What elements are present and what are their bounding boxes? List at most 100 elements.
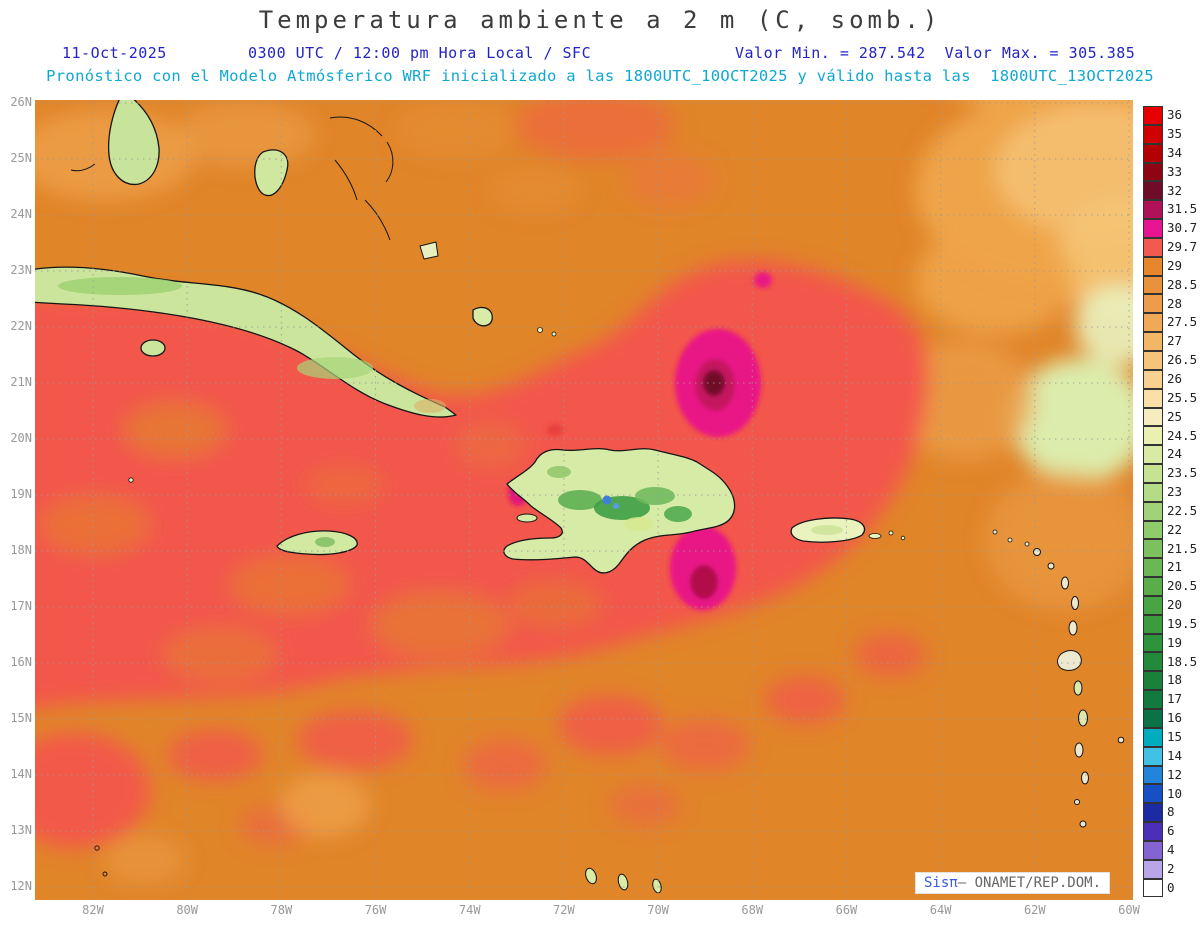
colorbar-row: 19 [1143,633,1197,653]
colorbar-value: 31.5 [1167,201,1198,217]
lat-tick-label: 17N [10,599,32,613]
colorbar-row: 21 [1143,558,1197,578]
island-coastlines [35,100,1125,894]
colorbar-swatch [1143,275,1163,295]
colorbar-swatch [1143,237,1163,257]
lat-tick-label: 12N [10,879,32,893]
colorbar-swatch [1143,294,1163,314]
colorbar-swatch [1143,332,1163,351]
colorbar-row: 24 [1143,445,1197,465]
colorbar-value: 22 [1167,521,1183,537]
colorbar-swatch [1143,690,1163,709]
colorbar-row: 2 [1143,859,1197,879]
colorbar-value: 26 [1167,370,1183,386]
colorbar-value: 24 [1167,446,1183,462]
colorbar-row: 22 [1143,520,1197,540]
colorbar-row: 33 [1143,162,1197,182]
colorbar-value: 20 [1167,597,1183,613]
lat-tick-label: 20N [10,431,32,445]
page-title: Temperatura ambiente a 2 m (C, somb.) [258,6,942,34]
lat-tick-label: 14N [10,767,32,781]
colorbar-swatch [1143,445,1163,465]
colorbar-value: 19 [1167,634,1183,650]
colorbar-row: 28.5 [1143,275,1198,295]
colorbar-swatch [1143,407,1163,427]
colorbar-row: 18 [1143,671,1197,691]
colorbar-swatch [1143,124,1163,144]
colorbar-swatch [1143,181,1163,201]
colorbar-value: 19.5 [1167,615,1198,631]
forecast-time: 0300 UTC / 12:00 pm Hora Local / SFC [248,44,592,62]
colorbar-value: 26.5 [1167,352,1198,368]
colorbar-value: 24.5 [1167,427,1198,443]
colorbar-swatch [1143,577,1163,596]
colorbar-swatch [1143,200,1163,220]
colorbar-row: 28 [1143,294,1197,314]
colorbar-swatch [1143,369,1163,389]
lon-tick-label: 78W [270,903,293,917]
colorbar-row: 15 [1143,727,1197,747]
colorbar-value: 35 [1167,126,1183,142]
colorbar-row: 21.5 [1143,539,1197,559]
lon-tick-label: 74W [458,903,481,917]
lat-tick-label: 15N [10,711,32,725]
colorbar-value: 23.5 [1167,465,1198,481]
map-canvas [35,100,1133,900]
colorbar-swatch [1143,784,1163,804]
colorbar-row: 36 [1143,106,1197,125]
colorbar-value: 28.5 [1167,276,1198,292]
colorbar-row: 0 [1143,878,1197,898]
colorbar-row: 19.5 [1143,614,1198,634]
colorbar-row: 12 [1143,765,1197,785]
lat-tick-label: 21N [10,375,32,389]
colorbar-row: 27.5 [1143,313,1197,333]
colorbar-value: 4 [1167,842,1175,858]
colorbar-value: 15 [1167,729,1183,745]
lon-tick-label: 76W [364,903,387,917]
colorbar-value: 16 [1167,710,1183,726]
colorbar-swatch [1143,803,1163,823]
colorbar-swatch [1143,520,1163,540]
colorbar-row: 34 [1143,143,1197,163]
colorbar-value: 32 [1167,182,1183,198]
colorbar-value: 8 [1167,804,1175,820]
colorbar-swatch [1143,878,1163,898]
watermark-brand: Sisπ [924,875,958,891]
colorbar-row: 18.5 [1143,652,1197,672]
lon-tick-label: 68W [741,903,764,917]
model-info-line: Pronóstico con el Modelo Atmósferico WRF… [46,67,1154,85]
colorbar-row: 30.7 [1143,219,1197,238]
colorbar-swatch [1143,595,1163,615]
colorbar-value: 21 [1167,559,1183,575]
colorbar-swatch [1143,162,1163,182]
colorbar-row: 29.7 [1143,237,1197,257]
colorbar-swatch [1143,388,1163,408]
colorbar-swatch [1143,219,1163,238]
colorbar-swatch [1143,671,1163,691]
colorbar-row: 4 [1143,840,1197,860]
colorbar-row: 35 [1143,124,1197,144]
colorbar-value: 25.5 [1167,389,1198,405]
lat-tick-label: 18N [10,543,32,557]
colorbar-value: 17 [1167,691,1183,707]
lon-tick-label: 70W [647,903,669,917]
colorbar-swatch [1143,859,1163,879]
colorbar-row: 32 [1143,181,1197,201]
lat-tick-label: 22N [10,319,32,333]
colorbar-value: 14 [1167,747,1183,763]
watermark: Sisπ– ONAMET/REP.DOM. [915,872,1111,894]
colorbar-swatch [1143,727,1163,747]
colorbar-value: 27 [1167,333,1183,349]
lat-tick-label: 25N [10,151,32,165]
colorbar-row: 14 [1143,746,1197,766]
colorbar-value: 22.5 [1167,502,1198,518]
colorbar-swatch [1143,539,1163,559]
colorbar-swatch [1143,501,1163,521]
colorbar-swatch [1143,633,1163,653]
colorbar-row: 27 [1143,332,1197,351]
colorbar-value: 2 [1167,860,1175,876]
colorbar-swatch [1143,614,1163,634]
colorbar-value: 0 [1167,879,1175,895]
colorbar-value: 18 [1167,672,1183,688]
